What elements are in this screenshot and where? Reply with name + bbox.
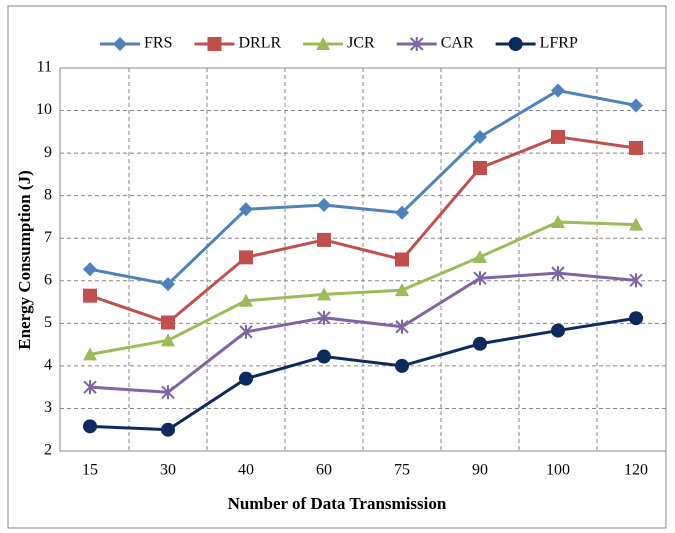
data-point: [83, 288, 97, 303]
y-tick-label: 5: [44, 314, 52, 331]
data-point: [83, 262, 97, 277]
data-point: [629, 273, 643, 288]
data-point: [551, 266, 565, 281]
data-point: [239, 250, 253, 265]
series-line: [89, 135, 637, 325]
data-point: [161, 385, 175, 400]
series-line: [89, 316, 637, 432]
data-point: [317, 349, 331, 364]
x-tick-label: 60: [316, 462, 332, 479]
x-tick-label: 40: [238, 462, 254, 479]
y-tick-label: 9: [44, 144, 52, 161]
data-point: [473, 249, 487, 263]
x-tick-label: 75: [394, 462, 410, 479]
data-point: [317, 287, 331, 301]
data-point: [239, 293, 253, 307]
data-point: [83, 347, 97, 361]
x-tick-label: 100: [546, 462, 570, 479]
data-point: [473, 129, 487, 144]
data-point: [473, 271, 487, 286]
data-point: [395, 319, 409, 334]
data-point: [629, 98, 643, 113]
data-point: [629, 217, 643, 231]
data-point: [317, 198, 331, 213]
data-point: [395, 205, 409, 220]
data-point: [317, 310, 331, 325]
data-point: [239, 202, 253, 217]
data-point: [239, 371, 253, 386]
data-point: [161, 315, 175, 330]
chart-frame: [7, 5, 667, 529]
legend-label: LFRP: [540, 35, 578, 52]
legend-label: CAR: [441, 35, 474, 52]
data-point: [317, 232, 331, 247]
y-tick-label: 4: [44, 357, 52, 374]
data-point: [395, 283, 409, 297]
y-tick-label: 6: [44, 271, 52, 288]
data-point: [629, 311, 643, 326]
legend-marker: [508, 37, 523, 51]
data-point: [629, 141, 643, 156]
data-point: [473, 336, 487, 351]
legend-marker: [410, 37, 424, 51]
series-line: [89, 271, 637, 394]
y-axis-title: Energy Consumption (J): [15, 170, 34, 349]
plot-border: [59, 67, 667, 452]
x-tick-label: 90: [472, 462, 488, 479]
data-point: [161, 333, 175, 347]
data-point: [551, 83, 565, 98]
data-point: [161, 422, 175, 437]
data-point: [395, 358, 409, 373]
data-point: [551, 129, 565, 144]
y-tick-label: 10: [36, 101, 52, 118]
data-point: [239, 324, 253, 339]
y-tick-label: 2: [44, 442, 52, 459]
y-tick-label: 8: [44, 186, 52, 203]
data-point: [395, 252, 409, 267]
x-tick-label: 30: [160, 462, 176, 479]
series-line: [89, 88, 637, 286]
y-tick-label: 3: [44, 399, 52, 416]
data-point: [161, 277, 175, 292]
data-point: [83, 419, 97, 434]
legend-marker: [207, 37, 222, 51]
x-tick-label: 120: [624, 462, 648, 479]
legend-marker: [113, 37, 127, 51]
x-tick-label: 15: [82, 462, 98, 479]
data-point: [551, 323, 565, 338]
data-point: [551, 215, 565, 229]
x-axis-title: Number of Data Transmission: [228, 494, 447, 513]
y-tick-label: 7: [44, 229, 52, 246]
legend-label: DRLR: [238, 35, 281, 52]
y-tick-label: 11: [37, 59, 52, 76]
legend-label: JCR: [347, 35, 375, 52]
legend-label: FRS: [144, 35, 172, 52]
data-point: [473, 161, 487, 176]
data-point: [83, 380, 97, 395]
series-line: [89, 220, 637, 356]
legend-marker: [316, 37, 331, 50]
